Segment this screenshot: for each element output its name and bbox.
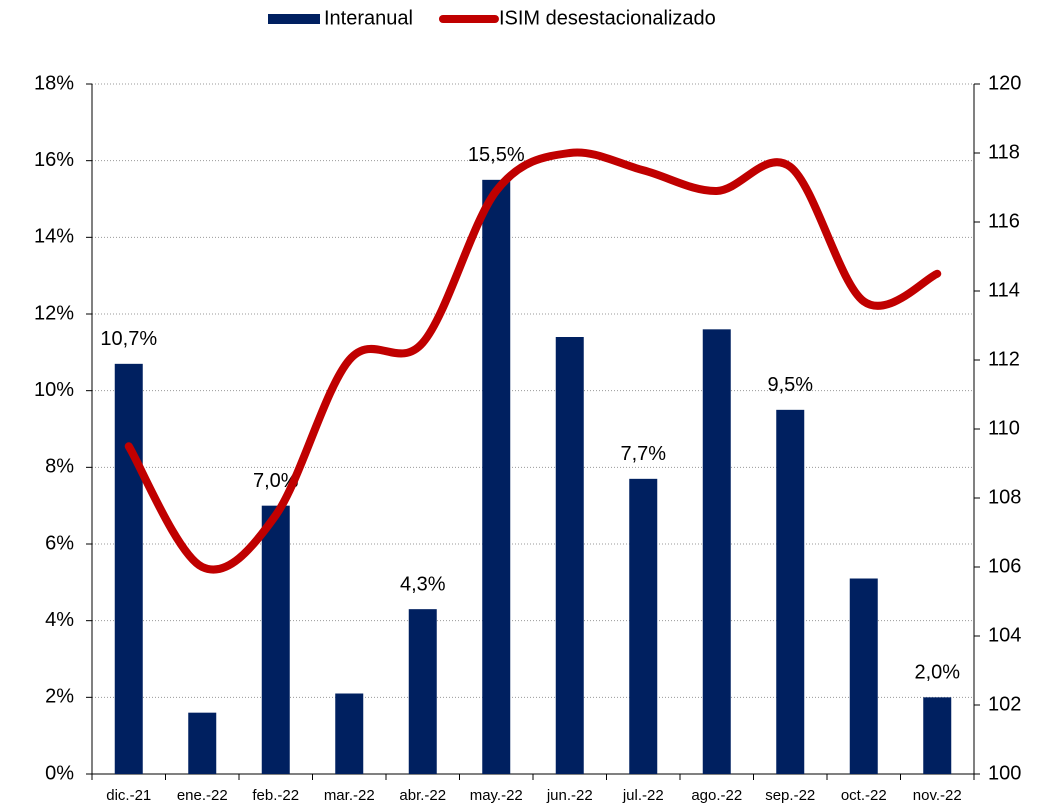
data-label: 15,5% xyxy=(468,144,525,166)
x-tick-label: jun.-22 xyxy=(546,787,593,804)
x-tick-label: feb.-22 xyxy=(252,787,299,804)
bar xyxy=(482,179,511,775)
y-tick-label: 4% xyxy=(45,609,74,631)
y2-tick-label: 104 xyxy=(988,624,1021,646)
y-tick-label: 6% xyxy=(45,532,74,554)
data-label: 9,5% xyxy=(767,374,813,396)
y-tick-label: 2% xyxy=(45,686,74,708)
y2-tick-label: 112 xyxy=(988,348,1020,370)
y2-tick-label: 110 xyxy=(988,417,1020,439)
data-label: 2,0% xyxy=(914,662,960,684)
bar xyxy=(923,697,952,774)
x-tick-label: nov.-22 xyxy=(913,787,962,804)
x-tick-label: dic.-21 xyxy=(106,787,151,804)
bar xyxy=(188,712,217,774)
bar xyxy=(114,363,143,774)
legend-label: ISIM desestacionalizado xyxy=(499,7,716,29)
bar xyxy=(629,478,658,774)
y2-tick-label: 108 xyxy=(988,486,1021,508)
x-tick-label: oct.-22 xyxy=(841,787,887,804)
y-tick-label: 14% xyxy=(34,226,74,248)
bar xyxy=(261,505,290,774)
bar xyxy=(555,337,584,774)
y-tick-label: 10% xyxy=(34,379,74,401)
x-tick-label: jul.-22 xyxy=(622,787,664,804)
bar xyxy=(849,578,878,774)
y-tick-label: 0% xyxy=(45,762,74,784)
y-tick-label: 16% xyxy=(34,149,74,171)
y2-tick-label: 114 xyxy=(988,279,1020,301)
bar xyxy=(335,693,364,774)
x-tick-label: sep.-22 xyxy=(765,787,815,804)
data-label: 10,7% xyxy=(100,328,157,350)
y2-tick-label: 118 xyxy=(988,141,1020,163)
data-label: 7,7% xyxy=(620,443,666,465)
x-tick-label: may.-22 xyxy=(470,787,523,804)
y2-tick-label: 102 xyxy=(988,693,1021,715)
x-tick-label: ene.-22 xyxy=(177,787,228,804)
line xyxy=(124,148,942,574)
data-label: 4,3% xyxy=(400,573,446,595)
legend-swatch xyxy=(268,14,320,24)
y2-tick-label: 116 xyxy=(988,210,1020,232)
y-tick-label: 18% xyxy=(34,72,74,94)
bar xyxy=(776,409,805,774)
y2-tick-label: 106 xyxy=(988,555,1021,577)
x-tick-label: mar.-22 xyxy=(324,787,375,804)
bar xyxy=(408,609,437,774)
y-tick-label: 8% xyxy=(45,456,74,478)
y-tick-label: 12% xyxy=(34,302,74,324)
bar xyxy=(702,329,731,774)
y2-tick-label: 120 xyxy=(988,72,1021,94)
legend-label: Interanual xyxy=(324,7,413,29)
y2-tick-label: 100 xyxy=(988,762,1021,784)
x-tick-label: ago.-22 xyxy=(691,787,742,804)
x-tick-label: abr.-22 xyxy=(399,787,446,804)
